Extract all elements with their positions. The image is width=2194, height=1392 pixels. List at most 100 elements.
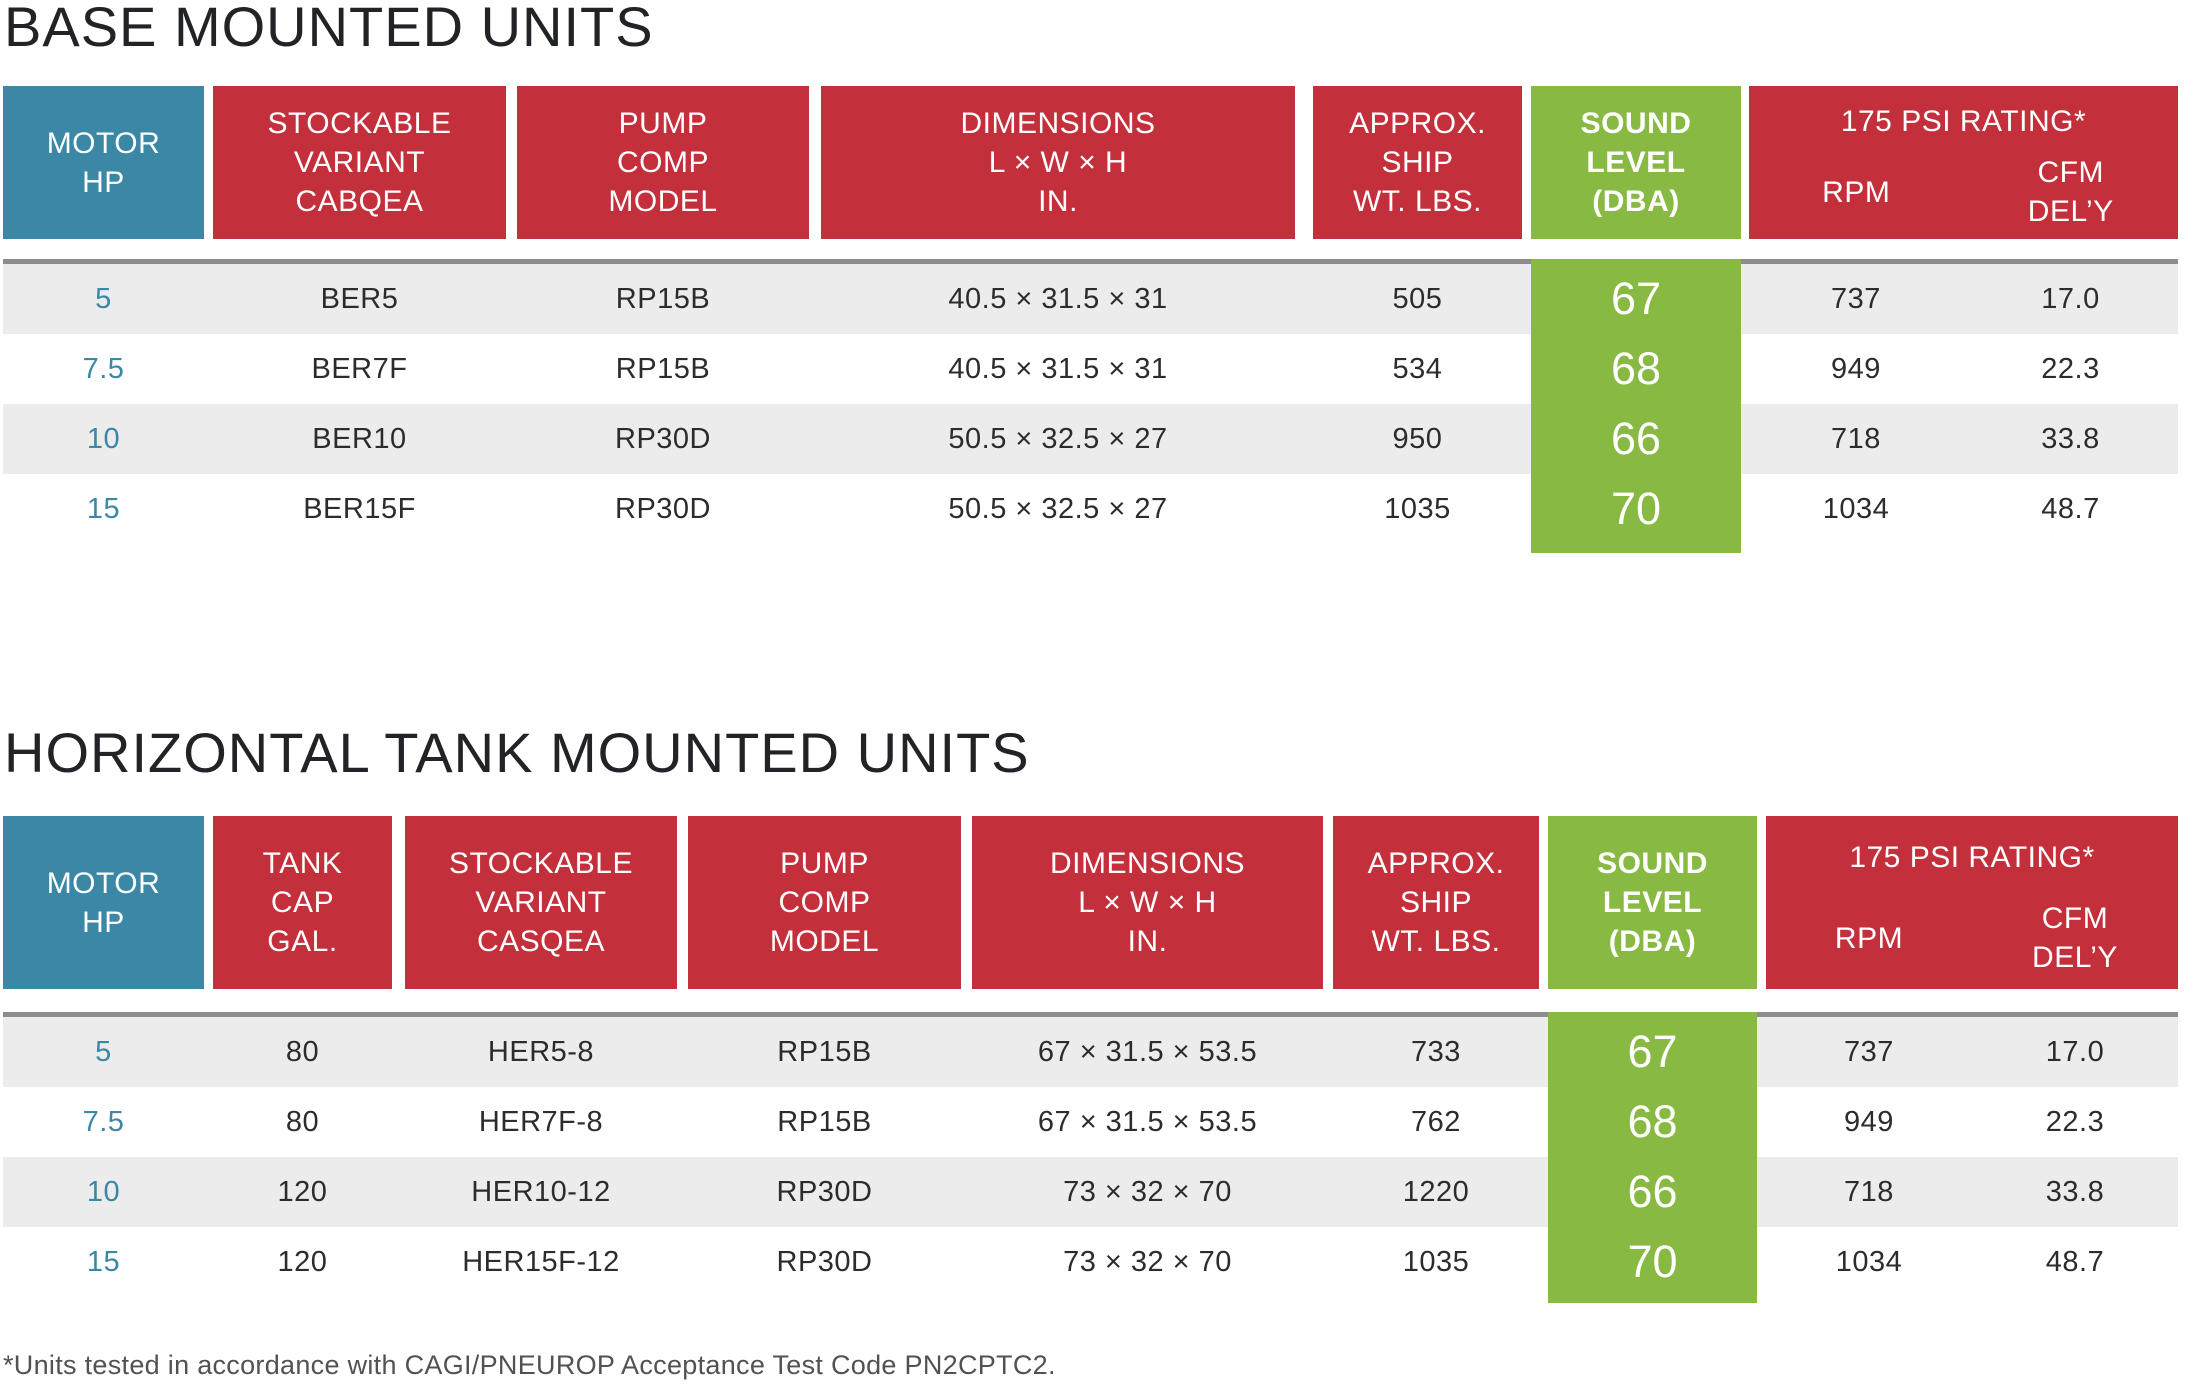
cell-ship-weight: 505 (1392, 283, 1443, 315)
cell-tank-cap: 80 (285, 1036, 320, 1068)
cell-dimensions: 73 × 32 × 70 (1063, 1176, 1232, 1208)
cell-sound-level: 66 (1610, 413, 1662, 464)
cell-variant: HER5-8 (487, 1036, 595, 1068)
psi-subheaders: RPM CFM DEL’Y (1766, 902, 2178, 974)
cell-dimensions: 40.5 × 31.5 × 31 (948, 353, 1168, 385)
cell-rpm: 949 (1844, 1106, 1894, 1138)
cell-cfm-delivery: 17.0 (2045, 1036, 2105, 1068)
cell-rpm: 718 (1844, 1176, 1894, 1208)
header-dimensions: DIMENSIONS L × W × H IN. (972, 816, 1323, 989)
cell-rpm: 1034 (1822, 493, 1890, 525)
table-row: 10 120 HER10-12 RP30D 73 × 32 × 70 1220 … (3, 1157, 2178, 1227)
header-motor-hp: MOTOR HP (3, 816, 204, 989)
header-sound-level: SOUND LEVEL (DBA) (1531, 86, 1741, 239)
header-rpm: RPM (1834, 921, 1904, 955)
header-psi-rating: 175 PSI RATING* RPM CFM DEL’Y (1749, 86, 2178, 239)
cell-motor-hp: 15 (86, 1246, 121, 1278)
cell-dimensions: 50.5 × 32.5 × 27 (948, 493, 1168, 525)
cell-pump-model: RP30D (615, 493, 711, 525)
cell-motor-hp: 15 (86, 493, 121, 525)
cell-variant: HER10-12 (471, 1176, 611, 1208)
cell-cfm-delivery: 48.7 (2045, 1246, 2105, 1278)
table-row: 5 BER5 RP15B 40.5 × 31.5 × 31 505 737 17… (3, 264, 2178, 334)
header-pump-comp-model: PUMP COMP MODEL (688, 816, 961, 989)
cell-sound-level: 70 (1610, 483, 1662, 534)
cell-motor-hp: 5 (95, 1036, 112, 1068)
header-cfm-delivery: CFM DEL’Y (2032, 902, 2118, 974)
cell-ship-weight: 1220 (1402, 1176, 1470, 1208)
cell-ship-weight: 1035 (1402, 1246, 1470, 1278)
cell-dimensions: 67 × 31.5 × 53.5 (1037, 1036, 1258, 1068)
header-motor-hp: MOTOR HP (3, 86, 204, 239)
base-table-title: BASE MOUNTED UNITS (4, 0, 654, 58)
cell-motor-hp: 7.5 (82, 1106, 125, 1138)
cell-pump-model: RP15B (777, 1106, 872, 1138)
base-table-separator-line (3, 259, 2178, 264)
cell-motor-hp: 5 (95, 283, 112, 315)
cell-ship-weight: 1035 (1384, 493, 1451, 525)
test-code-footnote: *Units tested in accordance with CAGI/PN… (3, 1350, 1056, 1380)
cell-sound-level: 68 (1627, 1096, 1678, 1147)
cell-cfm-delivery: 17.0 (2041, 283, 2100, 315)
header-pump-comp-model: PUMP COMP MODEL (517, 86, 809, 239)
cell-tank-cap: 80 (285, 1106, 320, 1138)
header-cfm-delivery: CFM DEL’Y (2027, 156, 2114, 228)
cell-tank-cap: 120 (277, 1246, 328, 1278)
psi-subheaders: RPM CFM DEL’Y (1749, 156, 2178, 228)
table-row: 10 BER10 RP30D 50.5 × 32.5 × 27 950 718 … (3, 404, 2178, 474)
sound-level-column: 67 68 66 70 (1548, 1012, 1757, 1303)
cell-sound-level: 68 (1610, 343, 1662, 394)
header-stockable-variant: STOCKABLE VARIANT CASQEA (405, 816, 677, 989)
sound-level-column: 67 68 66 70 (1531, 259, 1741, 553)
cell-pump-model: RP30D (776, 1176, 873, 1208)
cell-rpm: 737 (1831, 283, 1881, 315)
header-dimensions: DIMENSIONS L × W × H IN. (821, 86, 1295, 239)
psi-rating-title: 175 PSI RATING* (1849, 841, 2095, 874)
tank-table-title: HORIZONTAL TANK MOUNTED UNITS (4, 721, 1030, 784)
header-rpm: RPM (1822, 175, 1891, 209)
table-row: 15 120 HER15F-12 RP30D 73 × 32 × 70 1035… (3, 1227, 2178, 1297)
cell-dimensions: 67 × 31.5 × 53.5 (1037, 1106, 1258, 1138)
cell-cfm-delivery: 33.8 (2045, 1176, 2105, 1208)
cell-cfm-delivery: 22.3 (2045, 1106, 2105, 1138)
cell-pump-model: RP30D (615, 423, 711, 455)
cell-dimensions: 50.5 × 32.5 × 27 (948, 423, 1168, 455)
cell-sound-level: 70 (1627, 1236, 1678, 1287)
cell-cfm-delivery: 22.3 (2041, 353, 2100, 385)
cell-pump-model: RP15B (615, 283, 711, 315)
cell-cfm-delivery: 33.8 (2041, 423, 2100, 455)
cell-variant: BER15F (303, 493, 416, 525)
cell-rpm: 949 (1831, 353, 1881, 385)
table-row: 7.5 BER7F RP15B 40.5 × 31.5 × 31 534 949… (3, 334, 2178, 404)
cell-ship-weight: 950 (1392, 423, 1443, 455)
cell-ship-weight: 733 (1411, 1036, 1461, 1068)
cell-variant: BER10 (312, 423, 407, 455)
cell-rpm: 737 (1844, 1036, 1894, 1068)
header-sound-level: SOUND LEVEL (DBA) (1548, 816, 1757, 989)
cell-dimensions: 73 × 32 × 70 (1063, 1246, 1232, 1278)
cell-variant: HER7F-8 (478, 1106, 604, 1138)
cell-ship-weight: 762 (1411, 1106, 1461, 1138)
cell-tank-cap: 120 (277, 1176, 328, 1208)
cell-variant: BER5 (320, 283, 399, 315)
cell-sound-level: 67 (1627, 1026, 1678, 1077)
cell-rpm: 718 (1831, 423, 1881, 455)
header-ship-weight: APPROX. SHIP WT. LBS. (1333, 816, 1539, 989)
cell-sound-level: 66 (1627, 1166, 1678, 1217)
table-row: 15 BER15F RP30D 50.5 × 32.5 × 27 1035 10… (3, 474, 2178, 544)
table-row: 7.5 80 HER7F-8 RP15B 67 × 31.5 × 53.5 76… (3, 1087, 2178, 1157)
header-stockable-variant: STOCKABLE VARIANT CABQEA (213, 86, 506, 239)
cell-rpm: 1034 (1835, 1246, 1903, 1278)
cell-dimensions: 40.5 × 31.5 × 31 (948, 283, 1168, 315)
cell-ship-weight: 534 (1392, 353, 1443, 385)
psi-rating-title: 175 PSI RATING* (1840, 105, 2087, 138)
cell-motor-hp: 7.5 (82, 353, 125, 385)
cell-motor-hp: 10 (86, 1176, 121, 1208)
cell-pump-model: RP30D (776, 1246, 873, 1278)
cell-pump-model: RP15B (615, 353, 711, 385)
header-psi-rating: 175 PSI RATING* RPM CFM DEL’Y (1766, 816, 2178, 989)
cell-motor-hp: 10 (86, 423, 121, 455)
cell-variant: BER7F (311, 353, 408, 385)
header-ship-weight: APPROX. SHIP WT. LBS. (1313, 86, 1522, 239)
